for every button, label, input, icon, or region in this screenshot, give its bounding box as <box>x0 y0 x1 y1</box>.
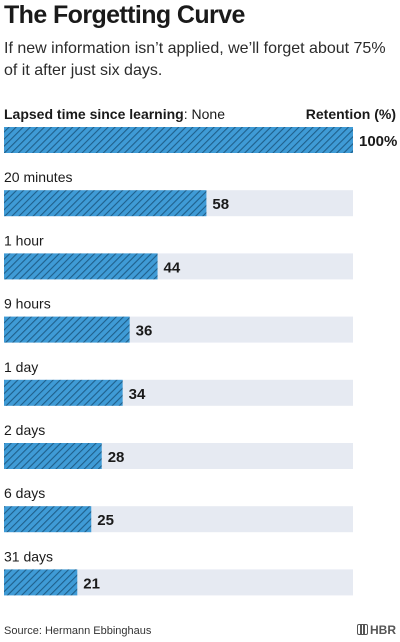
category-label: 1 day <box>4 359 38 375</box>
bar-value-label: 28 <box>108 449 125 466</box>
bar <box>4 316 130 343</box>
chart-subtitle: If new information isn’t applied, we’ll … <box>4 40 386 79</box>
hbr-logo: HBR <box>357 623 396 637</box>
bar-value-label: 58 <box>212 196 229 213</box>
bar-value-label: 100% <box>359 133 397 150</box>
bar <box>4 569 78 596</box>
bar-value-label: 44 <box>164 259 181 276</box>
bar-value-label: 34 <box>129 386 146 403</box>
chart-title: The Forgetting Curve <box>4 1 245 29</box>
category-label: 20 minutes <box>4 169 72 185</box>
bar <box>4 127 353 153</box>
category-label: 1 hour <box>4 232 44 248</box>
category-label: 6 days <box>4 485 45 501</box>
bar-value-label: 36 <box>136 323 153 340</box>
bar-value-label: 25 <box>97 512 114 529</box>
category-label: 31 days <box>4 548 53 564</box>
bar <box>4 379 123 406</box>
bar-value-label: 21 <box>83 575 100 592</box>
category-label: 2 days <box>4 422 45 438</box>
bar <box>4 506 92 533</box>
source-note: Source: Hermann Ebbinghaus <box>4 625 152 637</box>
category-label: 9 hours <box>4 296 51 312</box>
hbr-logo-text: HBR <box>370 623 396 637</box>
bar <box>4 443 102 469</box>
value-axis-label: Retention (%) <box>306 106 396 122</box>
category-label: Lapsed time since learning: None <box>4 106 225 122</box>
bar <box>4 253 158 280</box>
hbr-logo-icon <box>357 624 368 635</box>
bar <box>4 190 207 217</box>
bar-chart: 100% Lapsed time since learning: None Rete… <box>4 106 397 596</box>
